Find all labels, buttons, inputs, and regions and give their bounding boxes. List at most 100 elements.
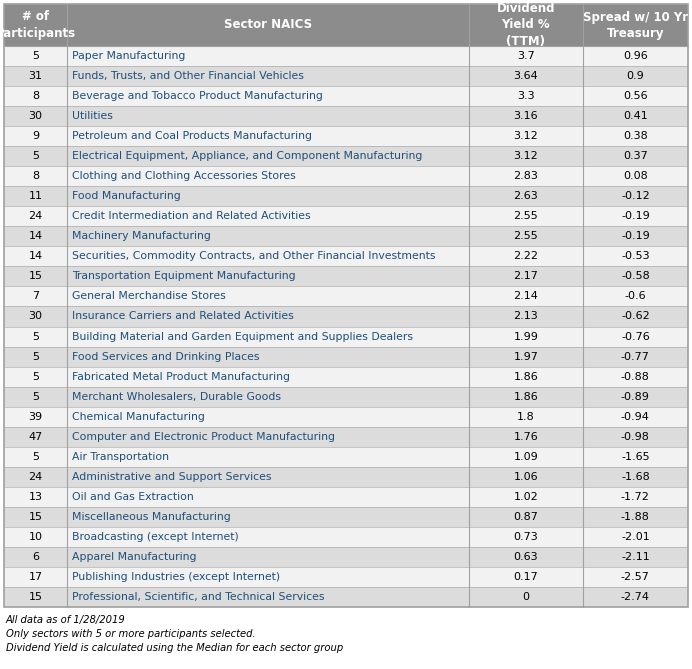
Text: 3.16: 3.16 xyxy=(513,111,538,121)
Text: 15: 15 xyxy=(28,592,42,602)
Text: 5: 5 xyxy=(32,51,39,61)
Text: Oil and Gas Extraction: Oil and Gas Extraction xyxy=(72,492,194,502)
Text: 1.09: 1.09 xyxy=(513,452,538,462)
Text: -2.74: -2.74 xyxy=(621,592,650,602)
Text: Food Services and Drinking Places: Food Services and Drinking Places xyxy=(72,351,260,361)
Bar xyxy=(67,286,469,306)
Text: -1.68: -1.68 xyxy=(621,472,650,482)
Bar xyxy=(4,86,67,106)
Bar xyxy=(469,126,583,147)
Bar xyxy=(583,206,688,226)
Bar xyxy=(4,507,67,527)
Bar xyxy=(4,467,67,487)
Text: Administrative and Support Services: Administrative and Support Services xyxy=(72,472,271,482)
Text: 10: 10 xyxy=(28,532,42,542)
Bar xyxy=(583,147,688,166)
Bar xyxy=(469,326,583,347)
Bar xyxy=(67,326,469,347)
Text: 0.63: 0.63 xyxy=(513,552,538,562)
Bar xyxy=(583,427,688,447)
Bar xyxy=(67,147,469,166)
Text: -0.76: -0.76 xyxy=(621,332,650,341)
Bar xyxy=(4,487,67,507)
Text: 8: 8 xyxy=(32,91,39,101)
Text: 1.8: 1.8 xyxy=(517,411,535,421)
Text: All data as of 1/28/2019: All data as of 1/28/2019 xyxy=(6,615,126,625)
Bar xyxy=(67,126,469,147)
Text: Spread w/ 10 Yr
Treasury: Spread w/ 10 Yr Treasury xyxy=(583,11,688,39)
Bar xyxy=(469,427,583,447)
Bar xyxy=(67,547,469,567)
Text: 5: 5 xyxy=(32,351,39,361)
Text: 2.55: 2.55 xyxy=(513,211,538,221)
Text: -1.88: -1.88 xyxy=(621,512,650,522)
Bar xyxy=(4,387,67,407)
Text: 0.73: 0.73 xyxy=(513,532,538,542)
Bar xyxy=(583,166,688,186)
Text: General Merchandise Stores: General Merchandise Stores xyxy=(72,292,226,302)
Text: Building Material and Garden Equipment and Supplies Dealers: Building Material and Garden Equipment a… xyxy=(72,332,413,341)
Bar xyxy=(583,86,688,106)
Bar xyxy=(583,527,688,547)
Bar xyxy=(4,407,67,427)
Text: Computer and Electronic Product Manufacturing: Computer and Electronic Product Manufact… xyxy=(72,432,335,442)
Bar xyxy=(583,306,688,326)
Bar xyxy=(583,467,688,487)
Text: 1.76: 1.76 xyxy=(513,432,538,442)
Bar xyxy=(67,407,469,427)
Bar xyxy=(67,387,469,407)
Text: Fabricated Metal Product Manufacturing: Fabricated Metal Product Manufacturing xyxy=(72,371,290,381)
Text: 39: 39 xyxy=(28,411,42,421)
Text: Professional, Scientific, and Technical Services: Professional, Scientific, and Technical … xyxy=(72,592,325,602)
Bar xyxy=(469,306,583,326)
Text: 0: 0 xyxy=(522,592,529,602)
Bar xyxy=(67,507,469,527)
Text: 7: 7 xyxy=(32,292,39,302)
Bar xyxy=(4,4,67,46)
Bar xyxy=(4,347,67,367)
Bar xyxy=(583,487,688,507)
Text: 31: 31 xyxy=(28,71,42,81)
Text: -0.94: -0.94 xyxy=(621,411,650,421)
Text: 1.06: 1.06 xyxy=(513,472,538,482)
Text: 5: 5 xyxy=(32,371,39,381)
Bar xyxy=(67,46,469,66)
Text: Funds, Trusts, and Other Financial Vehicles: Funds, Trusts, and Other Financial Vehic… xyxy=(72,71,304,81)
Bar xyxy=(4,447,67,467)
Bar xyxy=(4,286,67,306)
Text: Only sectors with 5 or more participants selected.: Only sectors with 5 or more participants… xyxy=(6,629,255,639)
Text: Transportation Equipment Manufacturing: Transportation Equipment Manufacturing xyxy=(72,272,295,282)
Bar xyxy=(67,106,469,126)
Bar xyxy=(469,66,583,86)
Text: 0.38: 0.38 xyxy=(623,131,648,141)
Bar xyxy=(4,126,67,147)
Text: -0.53: -0.53 xyxy=(621,252,650,262)
Bar xyxy=(67,427,469,447)
Text: 2.83: 2.83 xyxy=(513,171,538,181)
Bar xyxy=(583,407,688,427)
Bar xyxy=(67,467,469,487)
Text: -1.72: -1.72 xyxy=(621,492,650,502)
Text: 15: 15 xyxy=(28,272,42,282)
Bar xyxy=(4,427,67,447)
Bar xyxy=(583,387,688,407)
Bar xyxy=(583,186,688,206)
Bar xyxy=(583,326,688,347)
Text: 9: 9 xyxy=(32,131,39,141)
Text: 2.13: 2.13 xyxy=(513,312,538,322)
Bar xyxy=(4,166,67,186)
Bar xyxy=(4,147,67,166)
Bar xyxy=(469,527,583,547)
Text: 8: 8 xyxy=(32,171,39,181)
Bar xyxy=(67,66,469,86)
Bar xyxy=(583,266,688,286)
Text: 0.17: 0.17 xyxy=(513,572,538,582)
Bar xyxy=(67,246,469,266)
Bar xyxy=(4,587,67,607)
Text: 5: 5 xyxy=(32,391,39,401)
Bar xyxy=(469,507,583,527)
Bar xyxy=(469,487,583,507)
Text: Broadcasting (except Internet): Broadcasting (except Internet) xyxy=(72,532,239,542)
Text: Securities, Commodity Contracts, and Other Financial Investments: Securities, Commodity Contracts, and Oth… xyxy=(72,252,435,262)
Bar xyxy=(583,226,688,246)
